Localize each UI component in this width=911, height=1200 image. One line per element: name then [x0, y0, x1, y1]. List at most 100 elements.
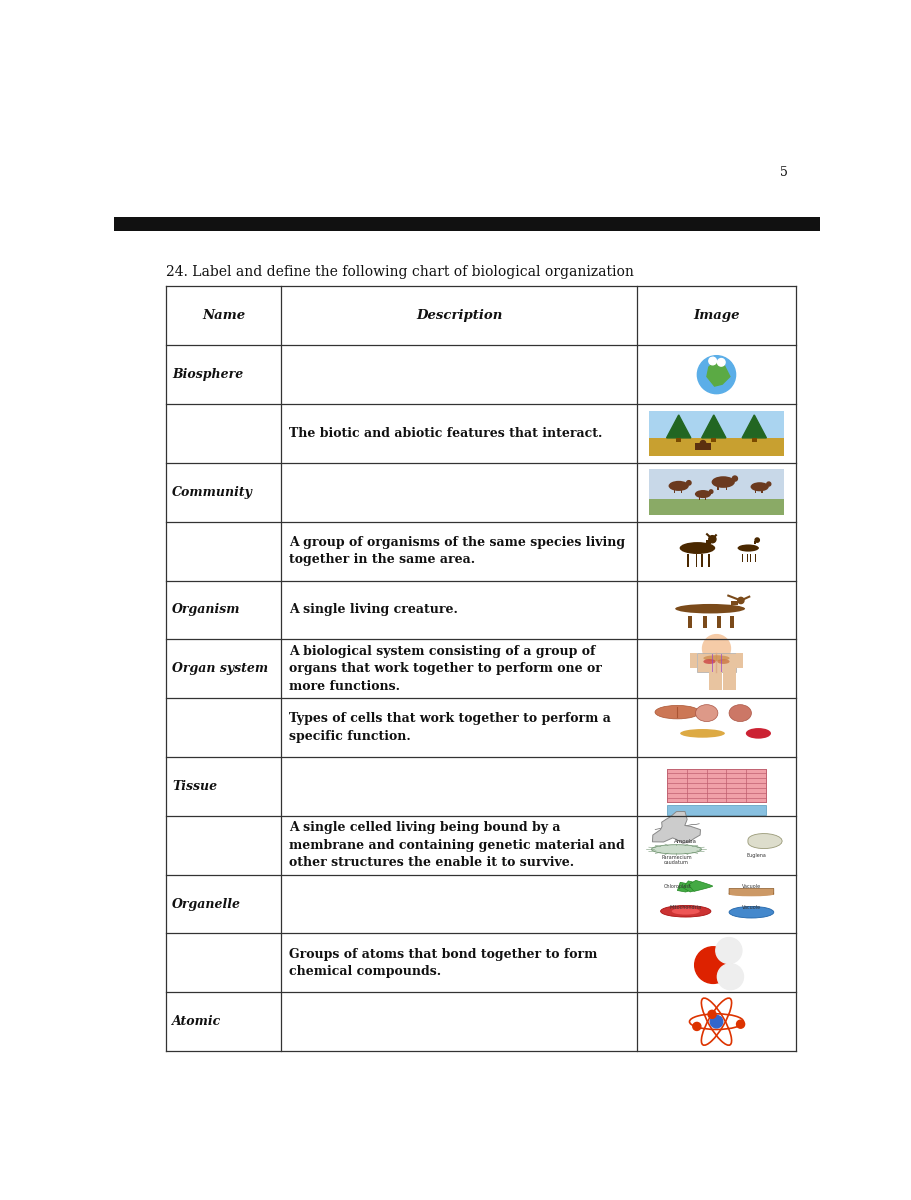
Ellipse shape [675, 604, 745, 613]
Circle shape [755, 538, 760, 542]
Bar [649, 499, 784, 515]
Text: Groups of atoms that bond together to form
chemical compounds.: Groups of atoms that bond together to fo… [289, 948, 598, 978]
Bar [725, 486, 727, 490]
Ellipse shape [655, 706, 700, 719]
Polygon shape [701, 415, 726, 438]
Bar [667, 768, 766, 803]
Bar [747, 554, 748, 562]
Bar [752, 438, 757, 443]
Text: Image: Image [693, 310, 740, 323]
Text: 24. Label and define the following chart of biological organization: 24. Label and define the following chart… [166, 265, 634, 278]
Ellipse shape [695, 490, 711, 498]
Circle shape [709, 358, 716, 365]
Ellipse shape [703, 655, 730, 661]
Bar [710, 672, 722, 690]
Circle shape [717, 964, 743, 990]
Circle shape [702, 635, 731, 662]
Ellipse shape [681, 730, 725, 738]
Text: A biological system consisting of a group of
organs that work together to perfor: A biological system consisting of a grou… [289, 644, 602, 692]
Ellipse shape [717, 659, 730, 664]
Bar [673, 488, 675, 493]
Text: A single living creature.: A single living creature. [289, 604, 457, 617]
Bar [708, 554, 710, 568]
Polygon shape [683, 881, 707, 892]
Polygon shape [748, 834, 783, 848]
Ellipse shape [729, 704, 752, 721]
Bar [754, 554, 756, 562]
Circle shape [701, 440, 706, 446]
Text: Tissue: Tissue [172, 780, 217, 793]
Bar [762, 490, 763, 493]
Ellipse shape [746, 728, 771, 739]
Bar [649, 438, 784, 456]
Text: Atomic: Atomic [172, 1015, 221, 1028]
Ellipse shape [729, 893, 773, 896]
Ellipse shape [751, 482, 769, 491]
Bar [703, 616, 707, 628]
Text: Mitochondria: Mitochondria [670, 906, 701, 911]
Bar [751, 554, 752, 562]
Ellipse shape [695, 704, 718, 721]
Bar [732, 601, 738, 605]
Circle shape [738, 598, 744, 604]
Circle shape [711, 1015, 722, 1028]
Ellipse shape [651, 845, 701, 854]
Text: Organism: Organism [172, 604, 241, 617]
Bar [718, 486, 719, 490]
Circle shape [767, 482, 771, 486]
Circle shape [736, 1020, 744, 1028]
Bar [114, 217, 820, 232]
Text: 5: 5 [780, 166, 788, 179]
Ellipse shape [669, 481, 689, 491]
Circle shape [708, 1010, 716, 1019]
Bar [717, 616, 722, 628]
Ellipse shape [729, 906, 773, 918]
Bar [688, 616, 692, 628]
Text: Community: Community [172, 486, 253, 499]
FancyBboxPatch shape [729, 888, 773, 894]
Bar [687, 554, 689, 568]
Bar [691, 653, 697, 667]
Polygon shape [678, 882, 699, 892]
Bar [701, 554, 702, 568]
Circle shape [709, 535, 716, 542]
Circle shape [687, 481, 691, 485]
Bar [649, 469, 784, 515]
Text: Vacuole: Vacuole [742, 883, 761, 889]
Bar [697, 653, 736, 672]
Text: A single celled living being bound by a
membrane and containing genetic material: A single celled living being bound by a … [289, 821, 625, 869]
Circle shape [697, 355, 735, 394]
Text: Organ system: Organ system [172, 662, 268, 676]
Ellipse shape [738, 545, 759, 552]
Ellipse shape [680, 542, 715, 554]
Bar [736, 653, 742, 667]
Text: Description: Description [416, 310, 502, 323]
Bar [753, 541, 756, 544]
Bar [681, 488, 682, 493]
Polygon shape [689, 881, 712, 892]
Bar [695, 443, 711, 450]
Ellipse shape [660, 906, 711, 917]
Text: A group of organisms of the same species living
together in the same area.: A group of organisms of the same species… [289, 536, 625, 566]
Text: Vacuole: Vacuole [742, 906, 761, 911]
Circle shape [695, 947, 732, 983]
Circle shape [692, 1022, 701, 1031]
Bar [706, 540, 711, 545]
Bar [696, 554, 698, 568]
Ellipse shape [703, 659, 716, 664]
Text: Chloroplast: Chloroplast [663, 883, 691, 889]
Text: Paramecium
caudatum: Paramecium caudatum [661, 854, 691, 865]
Bar [649, 412, 784, 456]
Bar [730, 616, 734, 628]
Text: Euglena: Euglena [746, 853, 766, 858]
Circle shape [716, 937, 742, 964]
Circle shape [710, 490, 713, 493]
Bar [699, 497, 700, 499]
Circle shape [718, 359, 725, 366]
Text: Organelle: Organelle [172, 898, 241, 911]
Bar [676, 438, 681, 443]
Circle shape [732, 476, 737, 481]
Bar [755, 490, 756, 493]
Polygon shape [742, 415, 766, 438]
Polygon shape [652, 811, 701, 844]
